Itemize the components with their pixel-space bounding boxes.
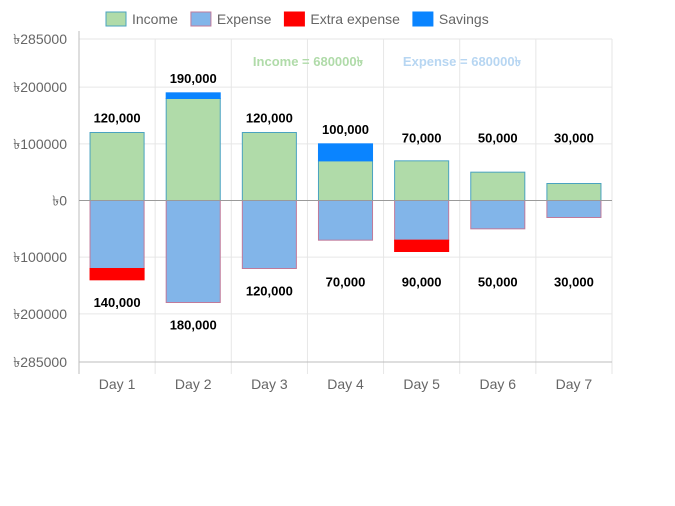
x-tick-label: Day 4 [327, 376, 364, 392]
bar-savings [165, 92, 221, 100]
bar-income [317, 160, 374, 201]
legend-swatch [283, 11, 305, 27]
y-tick-label: ৳200000 [13, 79, 67, 95]
bar-extra-expense [89, 268, 145, 281]
top-data-label: 120,000 [94, 111, 141, 126]
bottom-data-label: 50,000 [478, 275, 518, 290]
y-tick-label: ৳200000 [13, 306, 67, 322]
summary-annotation: Income = 680000৳ [253, 54, 364, 69]
top-data-label: 120,000 [246, 111, 293, 126]
grid-lines [78, 31, 613, 374]
data-labels: 120,000 140,000 190,000 180,000 120,000 120,0… [94, 71, 594, 333]
top-data-label: 190,000 [170, 71, 217, 86]
top-data-label: 30,000 [554, 131, 594, 146]
bar-income [470, 171, 526, 202]
legend-swatch [190, 11, 212, 27]
x-tick-label: Day 1 [99, 376, 136, 392]
y-tick-label: ৳100000 [13, 136, 67, 152]
legend: Income Expense Extra expense Savings [105, 11, 489, 27]
y-tick-label: ৳285000 [13, 354, 67, 370]
bar-expense [394, 200, 450, 241]
bottom-data-label: 180,000 [170, 318, 217, 333]
legend-label: Income [132, 11, 178, 27]
y-tick-label: ৳0 [52, 193, 67, 209]
legend-label: Expense [217, 11, 272, 27]
bottom-data-label: 30,000 [554, 275, 594, 290]
legend-label: Extra expense [310, 11, 400, 27]
summary-annotation: Expense = 680000৳ [403, 54, 522, 69]
bottom-data-label: 140,000 [94, 295, 141, 310]
bar-income [241, 132, 297, 201]
bar-extra-expense [394, 239, 450, 253]
bar-income [394, 160, 450, 201]
bar-savings [317, 143, 374, 162]
bottom-data-label: 70,000 [326, 275, 366, 290]
bar-expense [317, 200, 374, 241]
top-data-label: 70,000 [402, 131, 442, 146]
top-data-label: 100,000 [322, 122, 369, 137]
legend-label: Savings [439, 11, 489, 27]
x-tick-label: Day 7 [556, 376, 593, 392]
bars [89, 92, 602, 303]
bar-expense [546, 200, 602, 218]
bar-income [89, 132, 145, 201]
bar-income [546, 183, 602, 201]
bar-expense [241, 200, 297, 269]
x-axis-ticks: Day 1 Day 2 Day 3 Day 4 Day 5 Day 6 Day 7 [99, 376, 593, 392]
bar-expense [165, 200, 221, 303]
legend-swatch [412, 11, 434, 27]
y-tick-label: ৳285000 [13, 31, 67, 47]
bar-expense [89, 200, 145, 269]
x-tick-label: Day 3 [251, 376, 288, 392]
top-data-label: 50,000 [478, 131, 518, 146]
y-axis-ticks: ৳285000 ৳200000 ৳100000 ৳0 ৳100000 ৳200000 ৳28… [13, 31, 67, 370]
legend-swatch [105, 11, 127, 27]
annotations: Income = 680000৳ Expense = 680000৳ [253, 54, 522, 69]
x-tick-label: Day 2 [175, 376, 212, 392]
x-tick-label: Day 6 [479, 376, 516, 392]
bar-expense [470, 200, 526, 230]
y-tick-label: ৳100000 [13, 249, 67, 265]
bottom-data-label: 90,000 [402, 275, 442, 290]
bar-income [165, 98, 221, 201]
bottom-data-label: 120,000 [246, 284, 293, 299]
x-tick-label: Day 5 [403, 376, 440, 392]
